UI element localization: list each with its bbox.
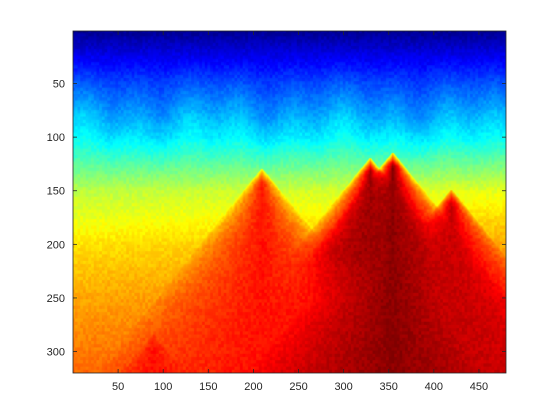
heatmap-image — [73, 31, 506, 373]
x-tick-label: 200 — [244, 381, 262, 393]
x-tick-label: 150 — [199, 381, 217, 393]
y-tick-label: 300 — [47, 347, 65, 359]
y-tick-label: 250 — [47, 293, 65, 305]
axes-box — [72, 30, 507, 374]
x-tick-label: 350 — [380, 381, 398, 393]
x-tick-label: 400 — [425, 381, 443, 393]
y-tick-label: 200 — [47, 239, 65, 251]
y-tick-label: 50 — [53, 79, 65, 91]
x-tick-label: 250 — [289, 381, 307, 393]
y-tick-label: 100 — [47, 132, 65, 144]
x-axis: 50 100 150 200 250 300 350 400 450 — [112, 31, 488, 393]
x-tick-label: 50 — [112, 381, 124, 393]
y-axis: 50 100 150 200 250 300 — [47, 79, 506, 359]
x-tick-label: 450 — [470, 381, 488, 393]
heatmap-layer — [73, 31, 506, 373]
x-tick-label: 100 — [154, 381, 172, 393]
x-tick-label: 300 — [334, 381, 352, 393]
y-tick-label: 150 — [47, 186, 65, 198]
